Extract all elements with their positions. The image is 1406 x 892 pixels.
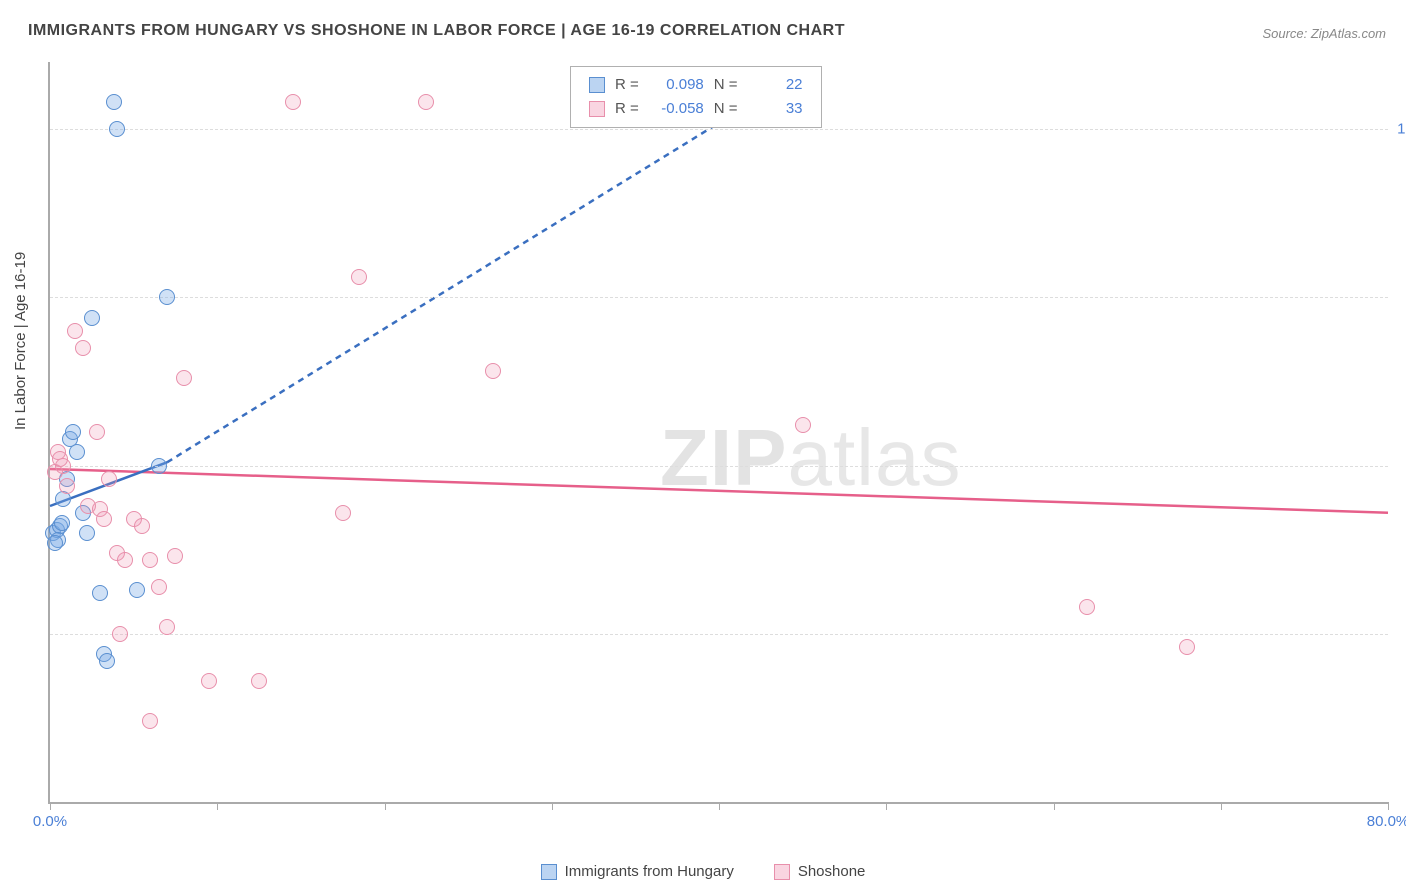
gridline — [50, 297, 1388, 298]
data-point — [52, 451, 68, 467]
x-tick — [886, 802, 887, 810]
bottom-legend: Immigrants from Hungary Shoshone — [0, 863, 1406, 880]
r-value-pink: -0.058 — [649, 97, 704, 121]
data-point — [151, 579, 167, 595]
data-point — [112, 626, 128, 642]
r-label: R = — [615, 97, 639, 121]
data-point — [485, 363, 501, 379]
data-point — [251, 673, 267, 689]
x-tick — [217, 802, 218, 810]
y-tick-label: 100.0% — [1393, 121, 1406, 138]
data-point — [67, 323, 83, 339]
plot-area: ZIPatlas R = 0.098 N = 22 R = -0.058 N =… — [48, 62, 1388, 804]
data-point — [79, 525, 95, 541]
data-point — [142, 713, 158, 729]
data-point — [55, 491, 71, 507]
y-tick-label: 50.0% — [1393, 457, 1406, 474]
data-point — [96, 511, 112, 527]
x-tick — [719, 802, 720, 810]
stats-row-pink: R = -0.058 N = 33 — [589, 97, 803, 121]
data-point — [351, 269, 367, 285]
data-point — [134, 518, 150, 534]
n-label: N = — [714, 97, 738, 121]
data-point — [59, 478, 75, 494]
data-point — [117, 552, 133, 568]
source-label: Source: ZipAtlas.com — [1262, 26, 1386, 41]
r-value-blue: 0.098 — [649, 73, 704, 97]
data-point — [1079, 599, 1095, 615]
chart-title: IMMIGRANTS FROM HUNGARY VS SHOSHONE IN L… — [28, 22, 845, 40]
data-point — [84, 310, 100, 326]
data-point — [418, 94, 434, 110]
x-tick — [385, 802, 386, 810]
legend-label: Shoshone — [798, 863, 866, 880]
r-label: R = — [615, 73, 639, 97]
data-point — [151, 458, 167, 474]
data-point — [69, 444, 85, 460]
x-tick — [552, 802, 553, 810]
data-point — [159, 289, 175, 305]
data-point — [142, 552, 158, 568]
data-point — [159, 619, 175, 635]
legend-item-blue: Immigrants from Hungary — [541, 863, 734, 880]
data-point — [101, 471, 117, 487]
y-tick-label: 25.0% — [1393, 625, 1406, 642]
legend-label: Immigrants from Hungary — [565, 863, 734, 880]
data-point — [92, 585, 108, 601]
data-point — [795, 417, 811, 433]
x-tick — [1054, 802, 1055, 810]
data-point — [109, 121, 125, 137]
square-icon — [589, 101, 605, 117]
data-point — [129, 582, 145, 598]
data-point — [176, 370, 192, 386]
data-point — [47, 535, 63, 551]
data-point — [99, 653, 115, 669]
trend-lines — [50, 62, 1388, 802]
data-point — [285, 94, 301, 110]
n-value-blue: 22 — [748, 73, 803, 97]
data-point — [1179, 639, 1195, 655]
x-tick — [1388, 802, 1389, 810]
square-icon — [589, 77, 605, 93]
y-axis-label: In Labor Force | Age 16-19 — [12, 252, 29, 430]
y-tick-label: 75.0% — [1393, 289, 1406, 306]
n-label: N = — [714, 73, 738, 97]
square-icon — [774, 864, 790, 880]
data-point — [75, 340, 91, 356]
data-point — [89, 424, 105, 440]
legend-item-pink: Shoshone — [774, 863, 866, 880]
gridline — [50, 634, 1388, 635]
data-point — [65, 424, 81, 440]
data-point — [167, 548, 183, 564]
data-point — [335, 505, 351, 521]
x-tick — [1221, 802, 1222, 810]
square-icon — [541, 864, 557, 880]
x-tick — [50, 802, 51, 810]
watermark: ZIPatlas — [660, 412, 961, 504]
x-tick-label: 0.0% — [33, 813, 67, 830]
data-point — [54, 515, 70, 531]
stats-box: R = 0.098 N = 22 R = -0.058 N = 33 — [570, 66, 822, 128]
data-point — [201, 673, 217, 689]
n-value-pink: 33 — [748, 97, 803, 121]
gridline — [50, 466, 1388, 467]
data-point — [106, 94, 122, 110]
gridline — [50, 129, 1388, 130]
x-tick-label: 80.0% — [1367, 813, 1406, 830]
stats-row-blue: R = 0.098 N = 22 — [589, 73, 803, 97]
